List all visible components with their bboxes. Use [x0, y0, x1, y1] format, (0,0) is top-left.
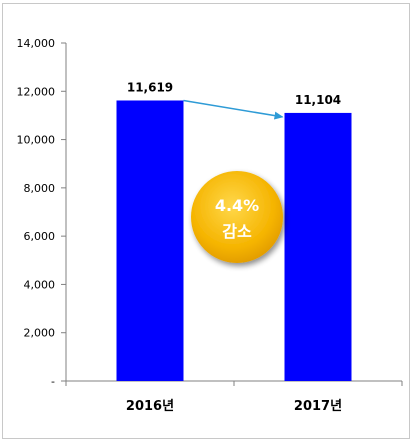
- y-tick-label: 12,000: [17, 85, 56, 98]
- y-tick-label: 10,000: [17, 134, 56, 147]
- y-tick-label: 8,000: [24, 182, 56, 195]
- y-tick-label: 6,000: [24, 230, 56, 243]
- bar: [116, 100, 184, 382]
- badge-circle: [191, 171, 283, 263]
- y-tick-label: -: [51, 375, 55, 388]
- bars: [116, 100, 352, 382]
- badge-decrease-label: 감소: [222, 222, 252, 241]
- x-category-label: 2017년: [294, 399, 342, 414]
- chart-frame: [2, 3, 410, 439]
- decrease-badge: [191, 171, 283, 263]
- bar-value-label: 11,619: [127, 80, 173, 94]
- y-tick-label: 14,000: [17, 37, 56, 50]
- data-labels: 11,619 2016년 11,104 2017년: [126, 80, 342, 414]
- badge-percent-label: 4.4%: [215, 196, 259, 215]
- decrease-arrow: [183, 99, 284, 120]
- bar-value-label: 11,104: [295, 93, 341, 107]
- y-axis: - 2,000 4,000 6,000 8,000 10,000 12,000 14,000: [17, 37, 67, 388]
- x-category-label: 2016년: [126, 399, 174, 414]
- y-tick-label: 2,000: [24, 327, 56, 340]
- y-tick-label: 4,000: [24, 278, 56, 291]
- bar: [284, 112, 352, 381]
